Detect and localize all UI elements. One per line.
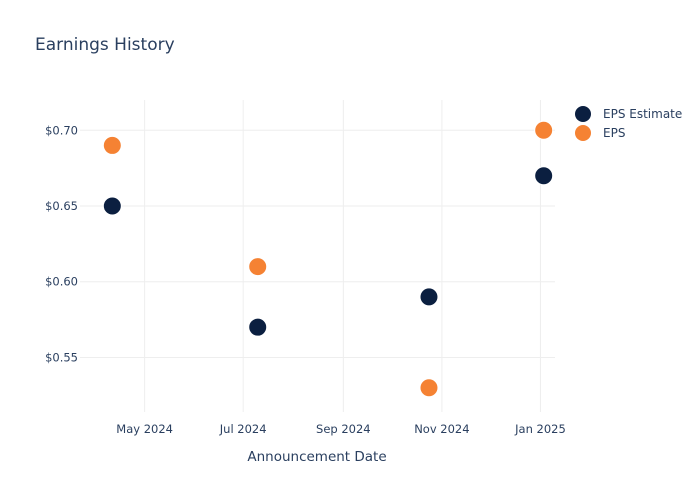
series-eps <box>102 120 554 398</box>
eps-point[interactable] <box>248 257 268 277</box>
series-eps-estimate <box>102 166 554 337</box>
x-axis-ticks: May 2024 Jul 2024 Sep 2024 Nov 2024 Jan 2025 <box>116 422 566 436</box>
chart-title: Earnings History <box>35 35 175 55</box>
eps-point[interactable] <box>102 135 122 155</box>
legend-item-eps-estimate[interactable]: EPS Estimate <box>575 106 682 122</box>
y-axis-ticks: $0.55 $0.60 $0.65 $0.70 <box>45 123 78 364</box>
x-tick-label: Jan 2025 <box>514 422 566 436</box>
x-axis-label: Announcement Date <box>247 449 386 465</box>
x-tick-label: May 2024 <box>116 422 173 436</box>
grid <box>80 100 555 412</box>
x-tick-label: Nov 2024 <box>414 422 469 436</box>
legend-marker <box>575 125 591 141</box>
y-tick-label: $0.60 <box>45 275 78 289</box>
eps-point[interactable] <box>534 120 554 140</box>
legend-marker <box>575 106 591 122</box>
data-points <box>102 120 554 398</box>
legend-label: EPS <box>603 126 625 140</box>
eps-estimate-point[interactable] <box>248 317 268 337</box>
x-tick-label: Jul 2024 <box>219 422 267 436</box>
y-tick-label: $0.70 <box>45 123 78 137</box>
y-tick-label: $0.55 <box>45 350 78 364</box>
y-tick-label: $0.65 <box>45 199 78 213</box>
eps-point[interactable] <box>419 378 439 398</box>
legend-label: EPS Estimate <box>603 107 682 121</box>
eps-estimate-point[interactable] <box>534 166 554 186</box>
eps-estimate-point[interactable] <box>419 287 439 307</box>
legend-item-eps[interactable]: EPS <box>575 125 625 141</box>
legend: EPS Estimate EPS <box>575 106 682 141</box>
eps-estimate-point[interactable] <box>102 196 122 216</box>
x-tick-label: Sep 2024 <box>316 422 371 436</box>
